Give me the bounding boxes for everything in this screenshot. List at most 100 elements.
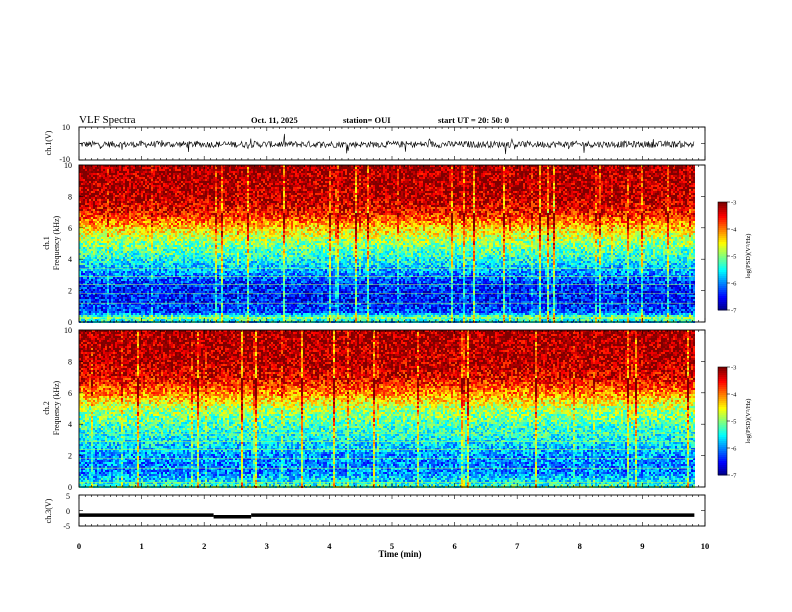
spectrogram-cell [147, 263, 149, 265]
spectrogram-cell [139, 283, 141, 285]
spectrogram-cell [99, 185, 101, 187]
spectrogram-cell [173, 311, 175, 313]
spectrogram-cell [159, 165, 161, 167]
spectrogram-cell [169, 289, 171, 291]
spectrogram-cell [127, 285, 129, 287]
spectrogram-cell [165, 241, 167, 243]
spectrogram-cell [103, 317, 105, 319]
spectrogram-cell [139, 233, 141, 235]
spectrogram-cell [105, 317, 107, 319]
spectrogram-cell [91, 263, 93, 265]
spectrogram-cell [173, 181, 175, 183]
spectrogram-cell [115, 179, 117, 181]
spectrogram-cell [85, 213, 87, 215]
spectrogram-cell [113, 183, 115, 185]
spectrogram-cell [105, 215, 107, 217]
spectrogram-cell [149, 207, 151, 209]
spectrogram-cell [125, 251, 127, 253]
spectrogram-cell [121, 229, 123, 231]
spectrogram-cell [195, 249, 197, 251]
spectrogram-cell [147, 307, 149, 309]
spectrogram-cell [193, 217, 195, 219]
spectrogram-cell [185, 275, 187, 277]
spectrogram-cell [191, 203, 193, 205]
spectrogram-cell [183, 241, 185, 243]
spectrogram-cell [197, 233, 199, 235]
spectrogram-cell [159, 259, 161, 261]
spectrogram-cell [187, 179, 189, 181]
spectrogram-cell [169, 243, 171, 245]
spectrogram-cell [137, 305, 139, 307]
spectrogram-cell [153, 189, 155, 191]
spectrogram-cell [145, 219, 147, 221]
spectrogram-cell [111, 305, 113, 307]
spectrogram-cell [195, 289, 197, 291]
spectrogram-cell [127, 255, 129, 257]
spectrogram-cell [175, 177, 177, 179]
spectrogram-cell [99, 283, 101, 285]
spectrogram-cell [177, 193, 179, 195]
spectrogram-cell [139, 247, 141, 249]
spectrogram-cell [111, 209, 113, 211]
spectrogram-cell [161, 187, 163, 189]
spectrogram-cell [135, 219, 137, 221]
spectrogram-cell [83, 315, 85, 317]
spectrogram-cell [89, 247, 91, 249]
spectrogram-cell [171, 235, 173, 237]
spectrogram-cell [99, 267, 101, 269]
spectrogram-cell [151, 295, 153, 297]
spectrogram-cell [93, 279, 95, 281]
spectrogram-cell [109, 299, 111, 301]
spectrogram-cell [199, 177, 201, 179]
spectrogram-cell [85, 239, 87, 241]
spectrogram-cell [145, 287, 147, 289]
spectrogram-cell [107, 255, 109, 257]
spectrogram-cell [109, 275, 111, 277]
spectrogram-cell [117, 313, 119, 315]
spectrogram-cell [175, 175, 177, 177]
spectrogram-cell [85, 255, 87, 257]
spectrogram-cell [131, 243, 133, 245]
spectrogram-cell [139, 203, 141, 205]
spectrogram-cell [101, 197, 103, 199]
spectrogram-cell [113, 201, 115, 203]
spectrogram-cell [167, 209, 169, 211]
spectrogram-cell [83, 221, 85, 223]
spectrogram-cell [105, 275, 107, 277]
spectrogram-cell [131, 165, 133, 167]
spectrogram-cell [151, 319, 153, 321]
spectrogram-cell [167, 307, 169, 309]
spectrogram-cell [181, 229, 183, 231]
spectrogram-cell [103, 171, 105, 173]
spectrogram-cell [195, 173, 197, 175]
spectrogram-cell [131, 231, 133, 233]
spectrogram-cell [105, 253, 107, 255]
spectrogram-cell [165, 201, 167, 203]
spectrogram-cell [197, 201, 199, 203]
spectrogram-cell [163, 317, 165, 319]
spectrogram-cell [169, 267, 171, 269]
spectrogram-cell [79, 269, 81, 271]
spectrogram-cell [105, 203, 107, 205]
spectrogram-cell [159, 179, 161, 181]
spectrogram-cell [83, 201, 85, 203]
spectrogram-cell [179, 199, 181, 201]
spectrogram-cell [155, 247, 157, 249]
spectrogram-cell [165, 289, 167, 291]
spectrogram-cell [149, 319, 151, 321]
spectrogram-cell [127, 215, 129, 217]
spectrogram-cell [103, 239, 105, 241]
spectrogram-cell [125, 267, 127, 269]
spectrogram-cell [83, 177, 85, 179]
spectrogram-cell [129, 213, 131, 215]
spectrogram-cell [113, 203, 115, 205]
spectrogram-cell [175, 207, 177, 209]
spectrogram-cell [85, 235, 87, 237]
spectrogram-cell [171, 205, 173, 207]
spectrogram-cell [149, 187, 151, 189]
spectrogram-cell [183, 243, 185, 245]
spectrogram-cell [139, 305, 141, 307]
spectrogram-cell [137, 227, 139, 229]
spectrogram-cell [179, 291, 181, 293]
spectrogram-cell [191, 187, 193, 189]
